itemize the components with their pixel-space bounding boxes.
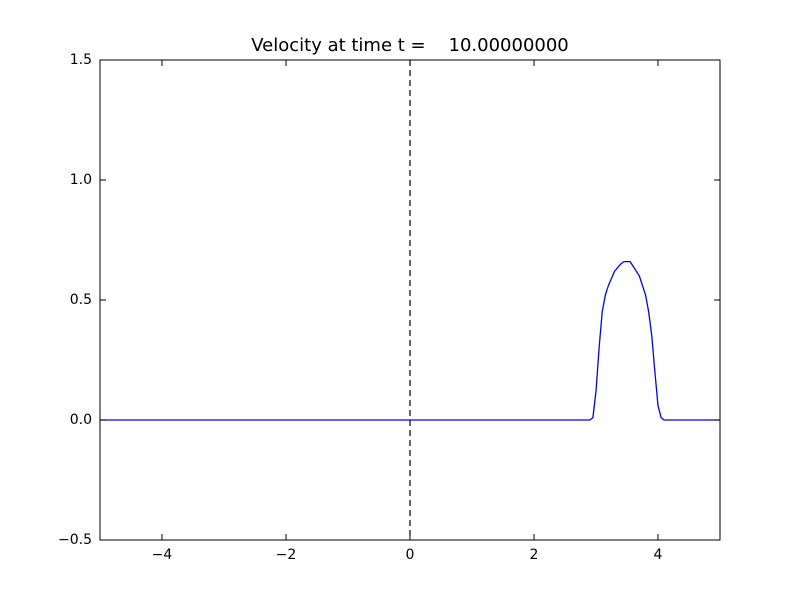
x-tick-label: −2 — [276, 547, 297, 563]
data-line — [100, 260, 720, 421]
x-tick-label: −4 — [152, 547, 173, 563]
y-tick-label: 0.0 — [70, 412, 92, 428]
y-tick-label: 1.5 — [70, 52, 92, 68]
x-tick-label: 4 — [654, 547, 663, 563]
y-tick-label: −0.5 — [58, 532, 92, 548]
y-tick-label: 0.5 — [70, 292, 92, 308]
x-tick-label: 2 — [530, 547, 539, 563]
chart-title: Velocity at time t = 10.00000000 — [251, 35, 569, 56]
y-tick-label: 1.0 — [70, 172, 92, 188]
x-tick-label: 0 — [406, 547, 415, 563]
